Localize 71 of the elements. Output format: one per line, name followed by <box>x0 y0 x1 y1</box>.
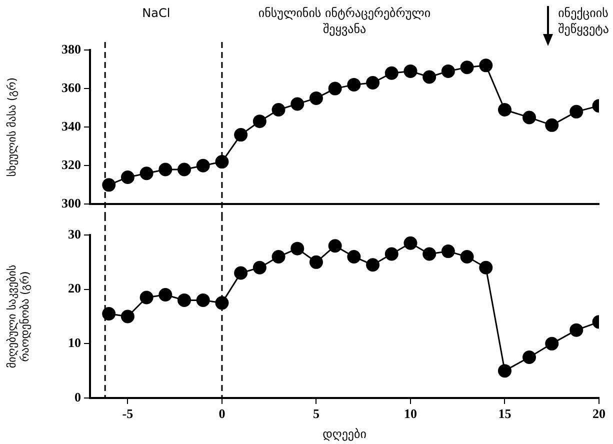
point <box>366 76 380 90</box>
point <box>347 250 361 264</box>
point <box>120 170 134 184</box>
point <box>309 255 323 269</box>
x-axis-title: დღეები <box>322 426 366 441</box>
point <box>272 250 286 264</box>
point <box>347 78 361 92</box>
point <box>215 155 229 169</box>
x-tick-label: 20 <box>592 406 606 422</box>
y-tick-label: 360 <box>62 80 81 95</box>
point <box>441 244 455 258</box>
point <box>290 242 304 256</box>
point <box>252 114 266 128</box>
point <box>102 307 116 321</box>
text: ინსულინის ინტრაცერებრული შეყვანა <box>258 6 431 36</box>
point <box>479 58 493 72</box>
point <box>570 323 584 337</box>
point <box>234 128 248 142</box>
y-tick-label: 20 <box>68 280 81 296</box>
point <box>441 64 455 78</box>
point <box>309 91 323 105</box>
x-tick-label: 0 <box>218 406 226 422</box>
point <box>404 64 418 78</box>
point <box>252 260 266 274</box>
x-tick-label: 5 <box>312 406 320 422</box>
point <box>140 166 154 180</box>
point <box>384 66 398 80</box>
point <box>140 290 154 304</box>
point <box>479 260 493 274</box>
point <box>178 162 192 176</box>
point <box>120 310 134 324</box>
point <box>422 247 436 261</box>
point <box>366 258 380 272</box>
text: ინექციის შეწყვეტა <box>558 6 610 36</box>
point <box>498 364 512 378</box>
point <box>522 110 536 124</box>
y-axis-title: მიღებული საკვების რაოდენობა (გრ) <box>5 264 32 368</box>
point <box>460 60 474 74</box>
point <box>196 158 210 172</box>
y-tick-label: 0 <box>74 389 81 404</box>
point <box>422 70 436 84</box>
y-tick-label: 320 <box>62 157 81 172</box>
point <box>498 103 512 117</box>
point <box>234 266 248 280</box>
x-tick-label: 15 <box>498 406 512 422</box>
y-axis-title: სხეულის მასა (გრ) <box>5 77 18 177</box>
point <box>328 82 342 96</box>
point <box>545 118 559 132</box>
point <box>178 293 192 307</box>
point <box>460 250 474 264</box>
point <box>522 350 536 364</box>
point <box>404 236 418 250</box>
x-tick-label: 10 <box>404 406 417 422</box>
point <box>545 336 559 350</box>
point <box>102 178 116 192</box>
y-tick-label: 340 <box>62 118 81 134</box>
point <box>570 104 584 118</box>
point <box>290 97 304 111</box>
y-tick-label: 30 <box>68 226 81 242</box>
y-tick-label: 300 <box>62 196 81 211</box>
y-tick-label: 380 <box>62 41 81 56</box>
point <box>384 247 398 261</box>
x-tick-label: -5 <box>122 406 134 422</box>
y-tick-label: 10 <box>68 335 81 350</box>
point <box>196 293 210 307</box>
point <box>328 239 342 253</box>
point <box>158 288 172 302</box>
point <box>158 162 172 176</box>
point <box>272 103 286 117</box>
text: NaCl <box>142 6 170 20</box>
point <box>215 296 229 310</box>
